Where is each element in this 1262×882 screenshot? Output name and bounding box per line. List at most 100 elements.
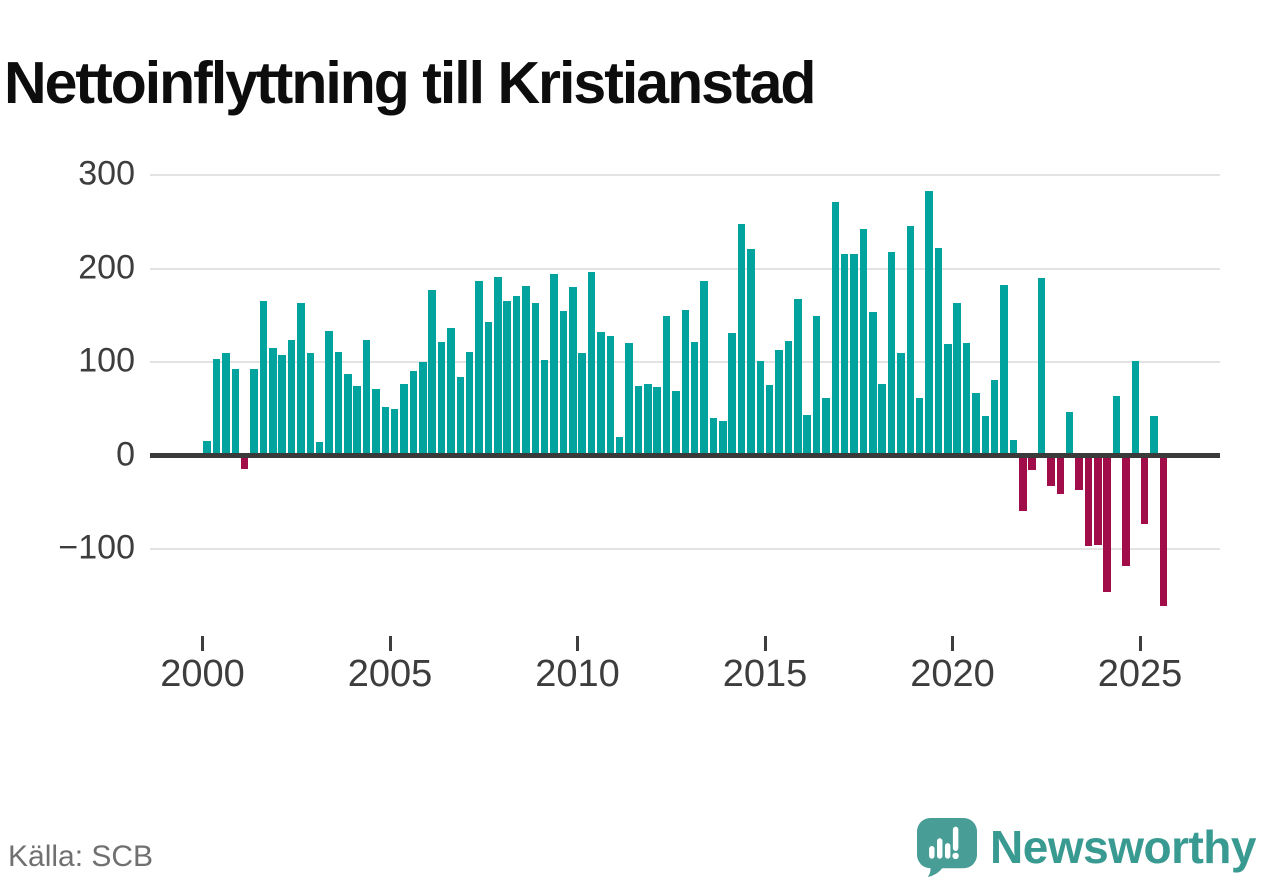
bar-2016-q3 [822,397,830,456]
bar-2000-q2 [212,359,221,456]
bar-2001-q2 [250,368,258,456]
bar-2017-q1 [840,254,849,456]
bar-2013-q3 [709,418,718,456]
bar-2004-q2 [362,340,371,456]
bar-2021-q4 [1019,458,1027,512]
bar-2003-q2 [325,331,333,456]
y-tick-label-100: 100 [78,341,135,380]
bar-2010-q3 [597,332,605,456]
bar-2007-q1 [465,351,474,456]
bar-2023-q4 [1094,458,1102,545]
bar-2012-q1 [653,387,661,456]
bar-2000-q3 [222,352,230,456]
bar-2002-q2 [287,340,296,456]
bar-2020-q4 [981,416,990,456]
x-axis-zero-line [150,453,1220,458]
bar-2009-q2 [550,274,558,456]
bar-2002-q1 [278,355,286,456]
bar-2017-q2 [850,254,858,456]
bar-2020-q1 [953,303,961,456]
bar-2005-q1 [390,408,399,456]
bar-2022-q2 [1037,277,1046,456]
bar-2022-q3 [1047,458,1055,487]
bar-2000-q4 [231,369,240,456]
bar-2012-q2 [662,316,671,456]
bar-2007-q2 [475,280,483,456]
bar-2016-q4 [831,202,840,456]
bar-2009-q4 [569,287,577,456]
bar-2011-q2 [625,343,633,456]
bar-2005-q4 [419,362,427,456]
bar-2023-q3 [1084,458,1093,546]
bar-2021-q2 [1000,285,1008,456]
bar-2001-q4 [269,347,277,456]
bar-2005-q3 [409,371,418,456]
x-tick-2020 [951,636,954,651]
bar-2011-q4 [644,384,652,456]
bar-2018-q2 [887,251,896,456]
bar-2015-q2 [775,349,783,456]
x-tick-2015 [763,636,767,651]
bar-2017-q4 [869,312,877,456]
bar-2011-q1 [615,436,624,456]
x-tick-2005 [388,636,392,651]
bar-2004-q1 [353,386,361,456]
bar-2009-q3 [559,310,568,456]
bar-2019-q3 [934,247,943,456]
bar-2014-q1 [728,333,736,456]
bar-2024-q4 [1131,361,1140,456]
bar-2010-q1 [578,352,586,456]
newsworthy-wordmark: Newsworthy [990,820,1256,873]
bar-2009-q1 [540,360,549,456]
bar-2019-q4 [944,344,952,456]
bar-2013-q1 [690,342,699,456]
bar-2023-q2 [1075,458,1083,490]
x-tick-label-2020: 2020 [910,653,995,695]
bar-2010-q4 [606,335,615,456]
bar-2013-q2 [700,280,708,456]
bar-2015-q4 [794,299,802,456]
bar-2001-q3 [259,301,268,456]
bar-2016-q2 [812,316,821,456]
bar-2024-q1 [1103,458,1111,592]
bar-2018-q1 [878,384,886,456]
bar-2007-q4 [494,276,502,456]
y-tick-label-300: 300 [78,154,135,193]
bar-2019-q2 [925,190,933,456]
bar-2025-q3 [1159,458,1168,606]
bar-2025-q1 [1140,458,1149,525]
bar-2008-q1 [503,301,511,456]
bar-2008-q2 [512,295,521,456]
bar-2017-q3 [859,229,868,456]
x-tick-2025 [1138,636,1142,651]
newsworthy-speech-bubble-chart-icon [916,817,978,882]
bar-2024-q3 [1122,458,1130,566]
x-tick-label-2005: 2005 [347,653,433,695]
bar-2018-q4 [906,226,915,456]
bar-2021-q1 [990,379,999,456]
bar-2010-q2 [587,272,596,456]
bar-2002-q3 [297,303,305,456]
x-tick-2010 [576,636,579,651]
bar-2012-q3 [672,390,680,456]
bar-2014-q2 [737,223,746,456]
bar-2001-q1 [240,458,249,470]
bar-2000-q1 [203,441,211,456]
bar-chart: 300 200 100 0 −100 2000 2005 2010 2015 2020 2025 [0,140,1262,725]
bar-2020-q3 [972,392,980,456]
bar-2004-q3 [372,389,380,456]
bar-2015-q3 [784,341,793,456]
bar-2024-q2 [1112,395,1121,456]
x-tick-2000 [201,636,204,651]
bar-2006-q3 [447,328,455,456]
bar-2005-q2 [400,383,408,456]
x-tick-label-2025: 2025 [1097,653,1183,695]
gridline-300 [150,174,1220,176]
bar-2015-q1 [765,385,774,456]
bar-2004-q4 [381,406,390,456]
bar-2003-q1 [315,442,324,456]
bar-2006-q1 [428,290,436,456]
x-tick-label-2015: 2015 [722,653,808,695]
bar-2023-q1 [1065,412,1074,456]
bar-2008-q4 [531,303,540,456]
